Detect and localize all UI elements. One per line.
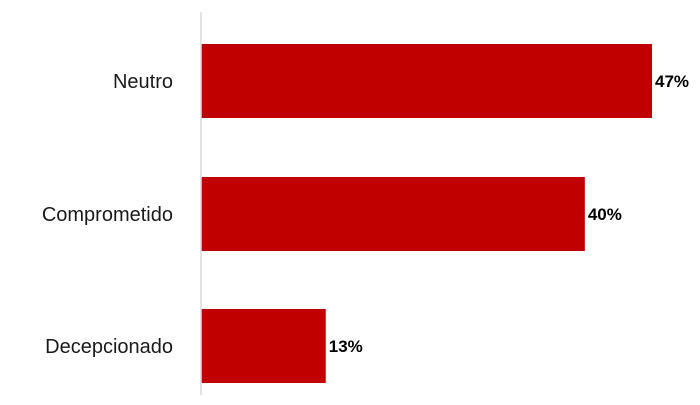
value-label-comprometido: 40% xyxy=(588,205,622,224)
bar-neutro xyxy=(201,44,652,118)
bar-row-comprometido: Comprometido 40% xyxy=(42,177,622,251)
category-label-neutro: Neutro xyxy=(113,71,173,93)
bar-comprometido xyxy=(201,177,585,251)
category-label-decepcionado: Decepcionado xyxy=(45,336,173,358)
bar-decepcionado xyxy=(201,309,326,383)
bar-row-neutro: Neutro 47% xyxy=(113,44,689,118)
value-label-neutro: 47% xyxy=(655,72,689,91)
bar-row-decepcionado: Decepcionado 13% xyxy=(45,309,363,383)
category-label-comprometido: Comprometido xyxy=(42,204,173,226)
value-label-decepcionado: 13% xyxy=(329,337,363,356)
